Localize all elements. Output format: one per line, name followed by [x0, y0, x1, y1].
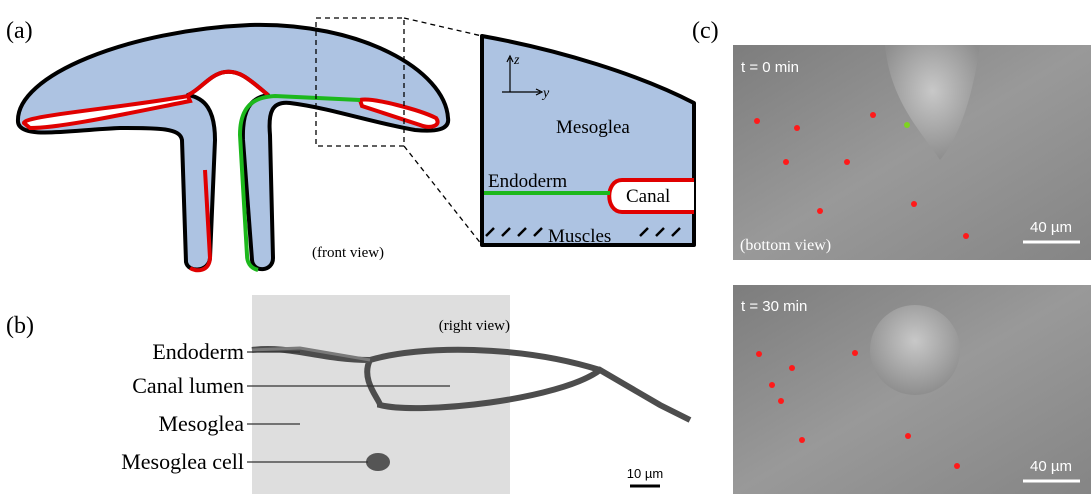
zoom-line [404, 146, 482, 245]
view-label: (right view) [439, 318, 510, 334]
time-label: t = 0 min [741, 59, 799, 76]
structure-label: Mesoglea [158, 411, 244, 436]
structure-label: Canal lumen [132, 373, 244, 398]
scale-label: 10 µm [627, 466, 663, 481]
inset-label: Muscles [548, 226, 611, 247]
figure: (a) (front view) z y Mesoglea Endoderm C… [0, 0, 1091, 494]
panel-label: (a) [6, 18, 33, 44]
axis-label: y [541, 86, 550, 101]
cell-cluster [870, 305, 960, 395]
view-label: (front view) [312, 245, 384, 261]
inset-label: Endoderm [488, 171, 567, 192]
inset-label: Mesoglea [556, 117, 630, 138]
scale-label: 40 µm [1030, 219, 1072, 236]
view-label: (bottom view) [740, 237, 831, 254]
scale-label: 40 µm [1030, 458, 1072, 475]
time-label: t = 30 min [741, 298, 807, 315]
jellyfish-body [18, 25, 448, 270]
axis-label: z [513, 53, 520, 68]
mesoglea-cell [366, 453, 390, 471]
structure-label: Endoderm [152, 339, 244, 364]
structure-label: Mesoglea cell [121, 449, 244, 474]
zoom-line [404, 18, 482, 36]
panel-label: (c) [692, 18, 719, 44]
inset-label: Canal [626, 186, 670, 207]
tracked-cell-green [904, 122, 910, 128]
panel-label: (b) [6, 313, 34, 339]
